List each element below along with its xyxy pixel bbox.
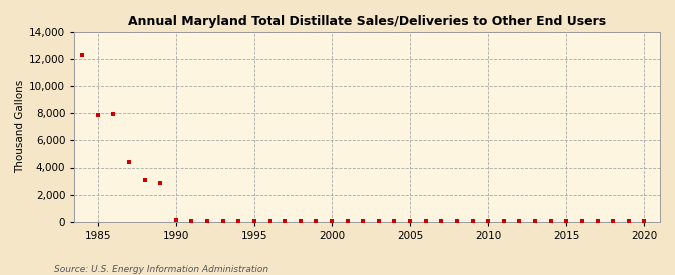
Point xyxy=(311,219,322,223)
Point xyxy=(576,219,587,223)
Point xyxy=(248,219,259,223)
Point xyxy=(279,219,290,223)
Point xyxy=(624,219,634,223)
Point xyxy=(608,219,618,223)
Point xyxy=(498,219,509,223)
Point xyxy=(296,219,306,223)
Point xyxy=(170,218,181,222)
Point xyxy=(327,219,338,223)
Point xyxy=(217,219,228,223)
Text: Source: U.S. Energy Information Administration: Source: U.S. Energy Information Administ… xyxy=(54,265,268,274)
Point xyxy=(108,112,119,116)
Point xyxy=(389,219,400,223)
Point xyxy=(202,219,213,223)
Point xyxy=(373,219,384,223)
Point xyxy=(483,219,493,223)
Point xyxy=(233,219,244,223)
Point xyxy=(452,219,462,223)
Point xyxy=(421,219,431,223)
Point xyxy=(77,53,88,57)
Point xyxy=(467,219,478,223)
Point xyxy=(405,219,416,223)
Point xyxy=(358,219,369,223)
Point xyxy=(264,219,275,223)
Point xyxy=(342,219,353,223)
Point xyxy=(139,178,150,183)
Point xyxy=(92,113,103,117)
Title: Annual Maryland Total Distillate Sales/Deliveries to Other End Users: Annual Maryland Total Distillate Sales/D… xyxy=(128,15,606,28)
Point xyxy=(155,181,165,185)
Point xyxy=(186,219,197,223)
Point xyxy=(514,219,525,223)
Point xyxy=(124,160,134,164)
Point xyxy=(592,219,603,223)
Y-axis label: Thousand Gallons: Thousand Gallons xyxy=(15,80,25,174)
Point xyxy=(561,219,572,223)
Point xyxy=(436,219,447,223)
Point xyxy=(530,219,541,223)
Point xyxy=(639,219,650,224)
Point xyxy=(545,219,556,223)
